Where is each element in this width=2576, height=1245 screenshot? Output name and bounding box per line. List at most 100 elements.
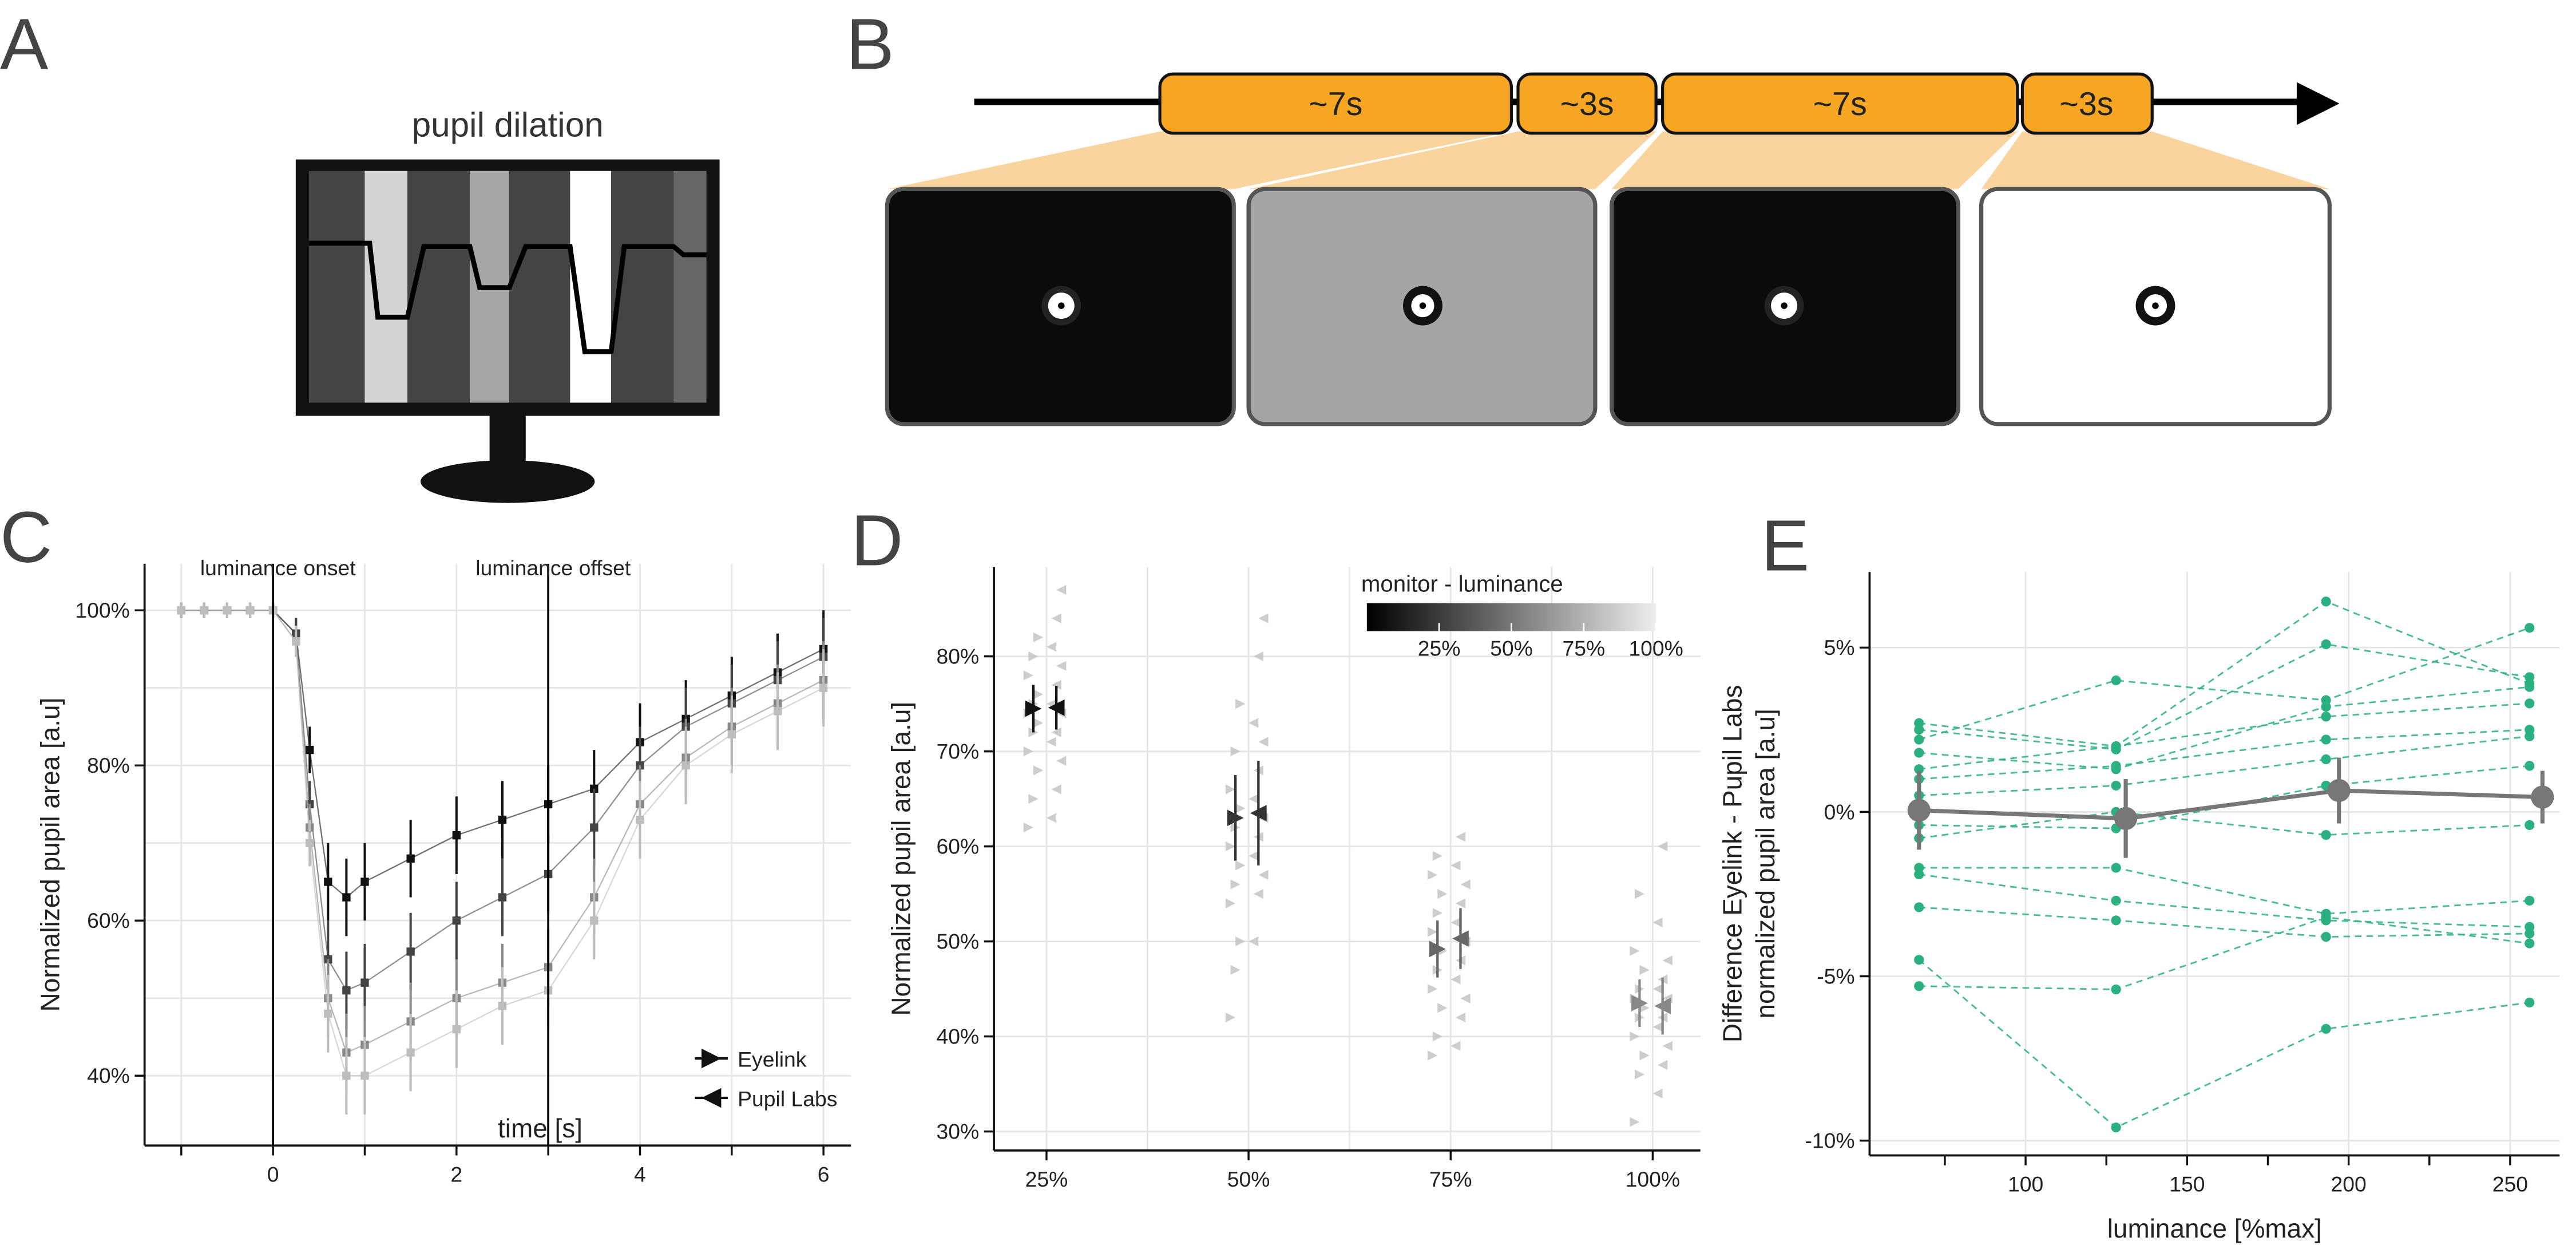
y-axis-label: Normalized pupil area [a.u]	[886, 702, 916, 1016]
marker	[360, 1072, 369, 1080]
subject-point	[1253, 889, 1263, 899]
marker	[324, 878, 332, 886]
panel-letter: C	[0, 497, 52, 578]
subject-line	[1919, 811, 2530, 839]
chart: C 40% 60% 80% 100% 0 2 4 6 time [s] Normalized pup…	[0, 497, 851, 1186]
y-tick-label: -5%	[1817, 964, 1854, 988]
subject-point	[1455, 898, 1466, 908]
subject-point	[1258, 737, 1269, 747]
subject-point	[1230, 746, 1241, 757]
series-line	[1919, 788, 2543, 821]
marker	[2321, 734, 2331, 745]
x-tick-label: 6	[818, 1162, 830, 1186]
marker	[2111, 761, 2121, 771]
marker	[1914, 748, 1924, 758]
pupil-trace	[308, 240, 707, 354]
marker	[2525, 623, 2535, 633]
marker	[590, 823, 599, 832]
legend-marker	[701, 1048, 722, 1069]
subject-point	[1662, 955, 1673, 966]
timeline-arrow	[2296, 82, 2340, 125]
chart: E -10% -5% 0% 5% 100 150 200 250 luminance [%max]…	[1717, 505, 2560, 1243]
subject-point	[1455, 832, 1466, 842]
marker	[452, 916, 461, 925]
marker	[2111, 895, 2121, 906]
marker	[2531, 785, 2554, 809]
chart: D 30% 40% 50% 60% 70% 80% 25% 50% 75% 100% Normaliz…	[851, 500, 1701, 1191]
marker	[245, 606, 255, 615]
subject-point	[1051, 784, 1061, 795]
annotation: luminance onset	[200, 556, 356, 580]
segments	[1158, 72, 2154, 135]
x-axis-label: time [s]	[498, 1113, 582, 1143]
subject-point	[1225, 784, 1236, 795]
subject-point	[1428, 1050, 1438, 1061]
mean-marker	[1429, 940, 1446, 958]
x-tick-label: 2	[450, 1162, 462, 1186]
subject-point	[1451, 917, 1461, 928]
monitor-base	[421, 460, 595, 503]
subject-point	[1639, 965, 1650, 975]
legend-label: Eyelink	[738, 1047, 807, 1071]
colorbar-tick-label: 50%	[1490, 637, 1533, 661]
subject-point	[1046, 813, 1057, 823]
y-tick-label: 5%	[1824, 635, 1855, 659]
marker	[819, 683, 828, 692]
marker	[2114, 807, 2138, 830]
subject-point	[1652, 917, 1663, 928]
marker	[2111, 1123, 2121, 1133]
x-axis-label: luminance [%max]	[2107, 1214, 2322, 1243]
subject-point	[1235, 936, 1246, 947]
subject-line	[1919, 735, 2530, 797]
marker	[360, 978, 369, 987]
subject-point	[1658, 841, 1668, 852]
subject-point	[1028, 651, 1039, 662]
marker	[1914, 902, 1924, 912]
marker	[773, 707, 782, 716]
subject-point	[1258, 869, 1269, 880]
marker	[360, 878, 369, 886]
subject-point	[1437, 889, 1448, 899]
subject-point	[1428, 927, 1438, 937]
marker	[1914, 764, 1924, 774]
subject-point	[1046, 642, 1057, 652]
subject-line	[1919, 906, 2530, 938]
grid	[1869, 572, 2560, 1156]
y-axis-label: normalized pupil area [a.u]	[1750, 709, 1780, 1018]
marker	[324, 1009, 332, 1018]
marker	[2321, 639, 2331, 650]
subject-point	[1634, 1069, 1645, 1080]
subject-point	[1634, 889, 1645, 899]
subject-point	[1249, 718, 1259, 728]
y-tick-label: 80%	[87, 753, 130, 777]
marker	[2321, 702, 2331, 712]
marker	[2111, 915, 2121, 926]
monitor-stand	[489, 410, 526, 467]
subject-point	[1235, 699, 1246, 709]
subject-point	[1451, 1041, 1461, 1051]
x-tick-label: 100	[2008, 1172, 2043, 1196]
marker	[2321, 754, 2331, 765]
subject-point	[1230, 879, 1241, 890]
legend-marker	[701, 1088, 722, 1108]
marker	[342, 1072, 351, 1080]
subject-point	[1652, 1022, 1663, 1032]
panel-letter: D	[851, 500, 903, 581]
marker	[2525, 761, 2535, 771]
grid	[994, 567, 1701, 1151]
subject-point	[1033, 689, 1044, 699]
x-tick-label: 50%	[1227, 1167, 1270, 1191]
legend-label: Pupil Labs	[738, 1086, 837, 1110]
subject-point	[1432, 1031, 1442, 1042]
plot	[1907, 596, 2554, 1133]
subject-point	[1451, 974, 1461, 985]
marker	[2525, 820, 2535, 830]
subject-point	[1630, 1031, 1640, 1042]
subject-point	[1652, 984, 1663, 994]
marker	[200, 606, 209, 615]
marker	[1914, 955, 1924, 965]
subject-point	[1432, 908, 1442, 918]
marker	[2525, 997, 2535, 1008]
subject-point	[1437, 1003, 1448, 1013]
subject-point	[1652, 1088, 1663, 1098]
